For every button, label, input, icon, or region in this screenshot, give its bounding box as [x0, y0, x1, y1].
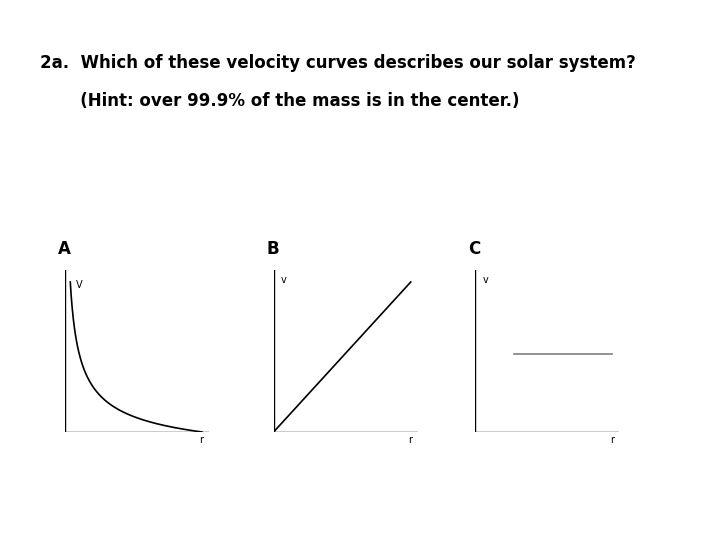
Text: r: r	[408, 435, 413, 445]
Text: v: v	[281, 275, 287, 285]
Text: (Hint: over 99.9% of the mass is in the center.): (Hint: over 99.9% of the mass is in the …	[40, 92, 519, 110]
Text: r: r	[199, 435, 204, 445]
Text: C: C	[468, 240, 480, 258]
Text: B: B	[266, 240, 279, 258]
Text: A: A	[58, 240, 71, 258]
Text: r: r	[610, 435, 614, 445]
Text: v: v	[482, 275, 488, 285]
Text: 2a.  Which of these velocity curves describes our solar system?: 2a. Which of these velocity curves descr…	[40, 54, 636, 72]
Text: V: V	[76, 280, 83, 290]
